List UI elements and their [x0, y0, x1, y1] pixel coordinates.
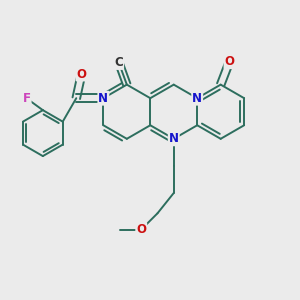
- Text: F: F: [23, 92, 31, 105]
- Text: N: N: [98, 92, 108, 105]
- Text: C: C: [114, 56, 123, 69]
- Text: O: O: [224, 55, 235, 68]
- Text: O: O: [76, 68, 87, 80]
- Text: N: N: [169, 132, 179, 145]
- Text: O: O: [136, 223, 146, 236]
- Text: N: N: [192, 92, 202, 105]
